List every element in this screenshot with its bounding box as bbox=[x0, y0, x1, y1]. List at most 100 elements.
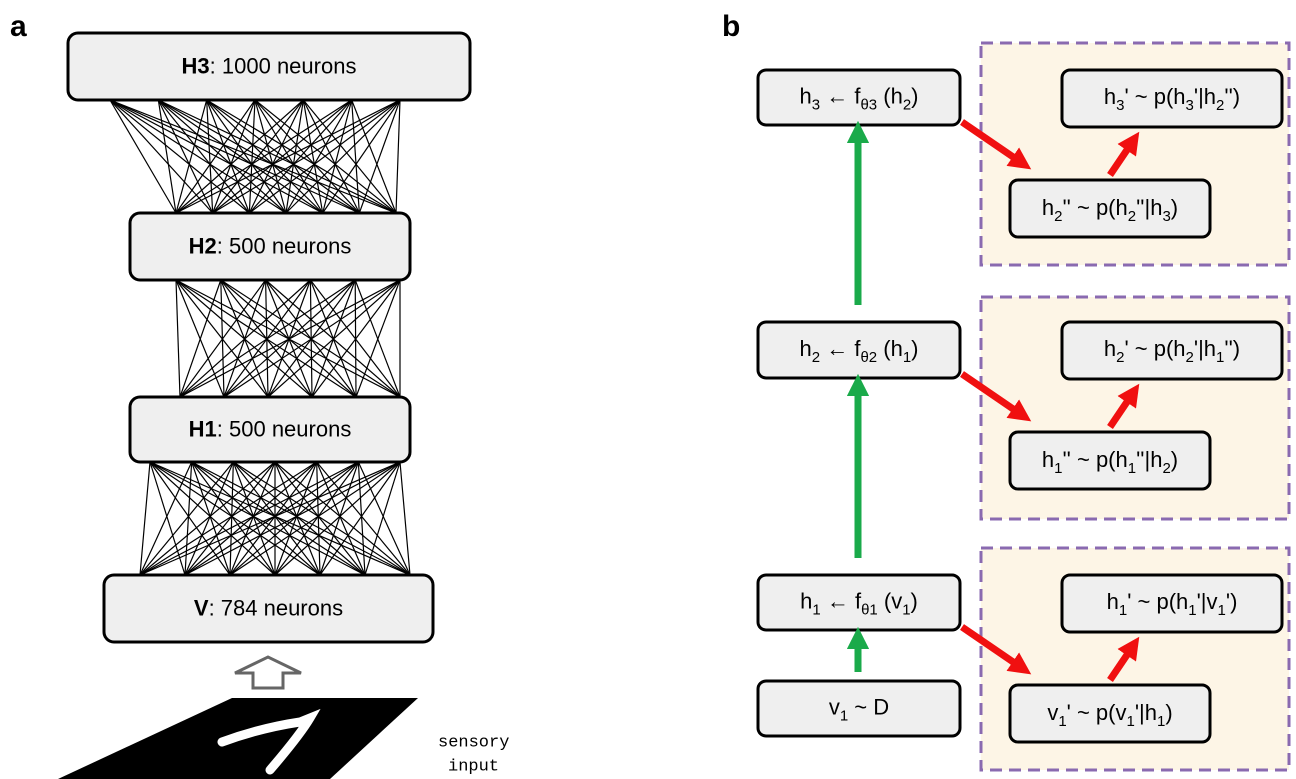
subscript: 1 bbox=[812, 602, 820, 619]
connection bbox=[110, 100, 323, 213]
label-part: '|v bbox=[1197, 589, 1218, 614]
connection bbox=[400, 462, 410, 575]
label-part: ) bbox=[1171, 195, 1178, 220]
layer-size: : 500 neurons bbox=[217, 233, 352, 258]
subscript: 3 bbox=[1162, 208, 1170, 225]
subscript: 3 bbox=[812, 97, 820, 114]
layer-size: : 1000 neurons bbox=[210, 53, 357, 78]
label-part: ~ D bbox=[848, 694, 889, 719]
label-part: h bbox=[800, 588, 812, 613]
label-part: h bbox=[800, 83, 812, 108]
subscript: 1 bbox=[1157, 713, 1165, 730]
subscript: 1 bbox=[1128, 460, 1136, 477]
label-part: ''|h bbox=[1136, 195, 1162, 220]
input-label: input bbox=[448, 757, 499, 776]
label-part: ) bbox=[911, 83, 918, 108]
layer-label: V: 784 neurons bbox=[194, 595, 343, 620]
subscript: 1 bbox=[1216, 349, 1224, 366]
label-part: ''|h bbox=[1136, 447, 1162, 472]
label-part: h bbox=[1042, 447, 1054, 472]
subscript: θ3 bbox=[860, 97, 877, 114]
label-part: '' ~ p(h bbox=[1062, 447, 1127, 472]
label-part: ' ~ p(v bbox=[1067, 700, 1127, 725]
label-part: ← f bbox=[820, 83, 861, 108]
layer-size: : 500 neurons bbox=[217, 416, 352, 441]
subscript: 1 bbox=[1188, 602, 1196, 619]
connection bbox=[150, 462, 410, 575]
connection bbox=[233, 462, 320, 575]
panel-label: a bbox=[10, 10, 27, 43]
label-part: h bbox=[1104, 336, 1116, 361]
label-part: v bbox=[829, 694, 840, 719]
label-part: ' ~ p(h bbox=[1124, 84, 1185, 109]
subscript: 1 bbox=[1054, 460, 1062, 477]
panel-label: b bbox=[722, 10, 740, 43]
subscript: 1 bbox=[1218, 602, 1226, 619]
layer-name: H2 bbox=[189, 233, 217, 258]
input-label: sensory bbox=[438, 733, 509, 752]
input-arrow bbox=[235, 657, 301, 688]
connection bbox=[396, 100, 400, 213]
label-part: ' ~ p(h bbox=[1124, 336, 1185, 361]
label-part: '') bbox=[1224, 84, 1240, 109]
label-part: '|h bbox=[1194, 84, 1216, 109]
label-part: ← f bbox=[821, 588, 862, 613]
label-part: (v bbox=[878, 588, 902, 613]
label-part: (h bbox=[877, 336, 903, 361]
subscript: 1 bbox=[840, 708, 848, 725]
subscript: 2 bbox=[1216, 97, 1224, 114]
label-part: ' ~ p(h bbox=[1127, 589, 1188, 614]
subscript: 1 bbox=[1127, 713, 1135, 730]
subscript: 2 bbox=[1162, 460, 1170, 477]
subscript: 1 bbox=[1058, 713, 1066, 730]
subscript: 2 bbox=[903, 97, 911, 114]
label-part: ) bbox=[911, 588, 918, 613]
subscript: 1 bbox=[903, 349, 911, 366]
label-part: ← f bbox=[820, 336, 861, 361]
label-part: h bbox=[800, 336, 812, 361]
label-part: h bbox=[1042, 195, 1054, 220]
connection bbox=[180, 280, 266, 397]
layer-name: H3 bbox=[182, 53, 210, 78]
label-part: h bbox=[1107, 589, 1119, 614]
page: a b sensory input H3: 1000 neuronsH2: 50… bbox=[0, 0, 1296, 779]
label-part: '|h bbox=[1194, 336, 1216, 361]
label-part: '') bbox=[1224, 336, 1240, 361]
subscript: 2 bbox=[1128, 208, 1136, 225]
subscript: 1 bbox=[1119, 602, 1127, 619]
connection bbox=[140, 462, 233, 575]
subscript: θ1 bbox=[861, 602, 878, 619]
subscript: 1 bbox=[902, 602, 910, 619]
subscript: 2 bbox=[1116, 349, 1124, 366]
label-part: ) bbox=[1171, 447, 1178, 472]
subscript: 2 bbox=[1186, 349, 1194, 366]
connection bbox=[158, 100, 286, 213]
connection bbox=[140, 462, 150, 575]
connection bbox=[185, 462, 233, 575]
subscript: 3 bbox=[1116, 97, 1124, 114]
layer-label: H1: 500 neurons bbox=[189, 416, 352, 441]
connection bbox=[233, 462, 410, 575]
connection bbox=[317, 462, 410, 575]
layer-label: H2: 500 neurons bbox=[189, 233, 352, 258]
subscript: 2 bbox=[812, 349, 820, 366]
label-part: '' ~ p(h bbox=[1062, 195, 1127, 220]
label-part: ) bbox=[1165, 700, 1172, 725]
connection bbox=[140, 462, 317, 575]
layer-label: H3: 1000 neurons bbox=[182, 53, 357, 78]
connection bbox=[140, 462, 400, 575]
label-part: ) bbox=[911, 336, 918, 361]
layer-name: H1 bbox=[189, 416, 217, 441]
connection bbox=[317, 462, 365, 575]
label-part: '|h bbox=[1135, 700, 1157, 725]
subscript: 2 bbox=[1054, 208, 1062, 225]
connection bbox=[230, 462, 317, 575]
label-part: v bbox=[1047, 700, 1058, 725]
layer-name: V bbox=[194, 595, 209, 620]
label-part: h bbox=[1104, 84, 1116, 109]
layer-size: : 784 neurons bbox=[209, 595, 344, 620]
label-part: (h bbox=[877, 83, 903, 108]
subscript: θ2 bbox=[860, 349, 877, 366]
subscript: 3 bbox=[1186, 97, 1194, 114]
figure: a b sensory input H3: 1000 neuronsH2: 50… bbox=[0, 0, 1296, 779]
